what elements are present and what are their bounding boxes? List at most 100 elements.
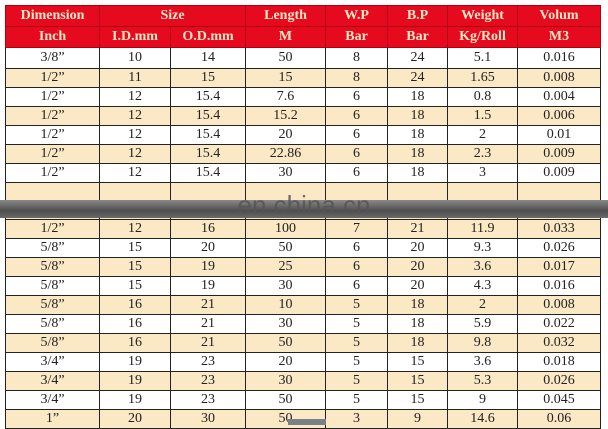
table-cell: 21 xyxy=(387,219,449,239)
table-cell: 21 xyxy=(169,333,247,353)
table-cell: 2 xyxy=(447,125,519,145)
table-cell: 6 xyxy=(325,87,389,107)
table-cell: 0.008 xyxy=(517,68,602,88)
table-cell: 18 xyxy=(387,87,449,107)
unit-m: M xyxy=(245,26,327,48)
table-cell: 5/8” xyxy=(5,276,100,296)
table-cell: 2 xyxy=(447,295,519,315)
table-row: 1/2” 12 15.4 22.86 6 18 2.3 0.009 xyxy=(5,144,602,164)
table-cell: 23 xyxy=(169,371,247,391)
table-cell: 50 xyxy=(245,390,327,410)
table-row: 5/8” 15 20 50 6 20 9.3 0.026 xyxy=(5,238,602,258)
table-cell: 15 xyxy=(99,238,171,258)
table-cell: 1/2” xyxy=(5,125,100,145)
table-cell: 18 xyxy=(387,333,449,353)
table-row: 1/2” 12 16 100 7 21 11.9 0.033 xyxy=(5,219,602,239)
table-cell: 6 xyxy=(325,257,389,277)
table-cell: 18 xyxy=(387,106,449,126)
table-cell: 6 xyxy=(325,238,389,258)
table-cell: 3 xyxy=(325,409,389,429)
table-cell: 0.009 xyxy=(517,144,602,164)
table-cell: 1/2” xyxy=(5,68,100,88)
table-cell: 15.4 xyxy=(169,87,247,107)
table-cell: 0.008 xyxy=(517,295,602,315)
table-cell: 5/8” xyxy=(5,238,100,258)
table-row: 1/2” 12 15.4 7.6 6 18 0.8 0.004 xyxy=(5,87,602,107)
table-cell: 15 xyxy=(245,68,327,88)
table-cell: 20 xyxy=(245,352,327,372)
table-cell: 5/8” xyxy=(5,257,100,277)
table-cell: 1/2” xyxy=(5,219,100,239)
table-cell: 7.6 xyxy=(245,87,327,107)
scroll-tab[interactable] xyxy=(288,419,326,425)
table-cell: 5.9 xyxy=(447,314,519,334)
unit-m3: M3 xyxy=(517,26,602,48)
table-cell: 0.06 xyxy=(517,409,602,429)
header-dimension: Dimension xyxy=(5,5,100,27)
table-row: 3/4” 19 23 50 5 15 9 0.045 xyxy=(5,390,602,410)
table-cell: 9 xyxy=(387,409,449,429)
table-row: 5/8” 16 21 30 5 18 5.9 0.022 xyxy=(5,314,602,334)
table-cell: 0.004 xyxy=(517,87,602,107)
table-cell: 3/4” xyxy=(5,352,100,372)
table-cell: 0.026 xyxy=(517,371,602,391)
table-cell: 5 xyxy=(325,314,389,334)
table-cell: 3/8” xyxy=(5,47,100,69)
table-cell: 21 xyxy=(169,295,247,315)
header-size: Size xyxy=(98,5,247,27)
table-cell: 0.8 xyxy=(447,87,519,107)
table-cell: 14.6 xyxy=(447,409,519,429)
table-row: 3/8” 10 14 50 8 24 5.1 0.016 xyxy=(5,47,602,69)
table-cell: 9 xyxy=(447,390,519,410)
table-cell: 7 xyxy=(325,219,389,239)
table-cell: 15 xyxy=(99,276,171,296)
unit-inch: Inch xyxy=(5,26,100,48)
table-cell: 23 xyxy=(169,352,247,372)
table-cell: 15 xyxy=(169,68,247,88)
unit-bp-bar: Bar xyxy=(387,26,449,48)
table-cell: 1/2” xyxy=(5,87,100,107)
table-cell: 9.3 xyxy=(447,238,519,258)
table-cell: 5 xyxy=(325,390,389,410)
watermark-text: en.china.cn xyxy=(237,190,371,220)
table-cell: 5 xyxy=(325,352,389,372)
table-cell: 15 xyxy=(387,352,449,372)
table-cell: 5 xyxy=(325,333,389,353)
table-cell: 20 xyxy=(245,125,327,145)
table-cell: 0.017 xyxy=(517,257,602,277)
table-cell: 6 xyxy=(325,125,389,145)
table-cell: 10 xyxy=(245,295,327,315)
table-cell: 24 xyxy=(387,47,449,69)
table-cell: 0.026 xyxy=(517,238,602,258)
table-cell: 0.033 xyxy=(517,219,602,239)
unit-wp-bar: Bar xyxy=(325,26,389,48)
table-cell: 18 xyxy=(387,144,449,164)
table-cell: 9.8 xyxy=(447,333,519,353)
table-cell: 5/8” xyxy=(5,295,100,315)
table-cell: 8 xyxy=(325,68,389,88)
table-cell: 12 xyxy=(99,106,171,126)
header-row-1: Dimension Size Length W.P B.P Weight Vol… xyxy=(5,5,602,27)
table-cell: 0.032 xyxy=(517,333,602,353)
table-row: 1” 20 30 50 3 9 14.6 0.06 xyxy=(5,409,602,429)
table-cell: 0.045 xyxy=(517,390,602,410)
header-wp: W.P xyxy=(325,5,389,27)
table-cell: 19 xyxy=(99,352,171,372)
table-cell: 30 xyxy=(169,409,247,429)
table-row: 1/2” 12 15.4 30 6 18 3 0.009 xyxy=(5,163,602,183)
table-cell: 30 xyxy=(245,276,327,296)
unit-id: I.D.mm xyxy=(99,26,171,48)
table-cell: 23 xyxy=(169,390,247,410)
table-cell: 15.4 xyxy=(169,163,247,183)
table-cell: 3 xyxy=(447,163,519,183)
table-cell: 20 xyxy=(387,238,449,258)
table-cell: 18 xyxy=(387,163,449,183)
header-bp: B.P xyxy=(387,5,449,27)
table-row: 5/8” 16 21 50 5 18 9.8 0.032 xyxy=(5,333,602,353)
table-cell: 18 xyxy=(387,314,449,334)
table-cell: 1/2” xyxy=(5,106,100,126)
table-cell: 15 xyxy=(387,371,449,391)
table-row: 5/8” 16 21 10 5 18 2 0.008 xyxy=(5,295,602,315)
table-cell: 15 xyxy=(387,390,449,410)
table-cell: 8 xyxy=(325,47,389,69)
